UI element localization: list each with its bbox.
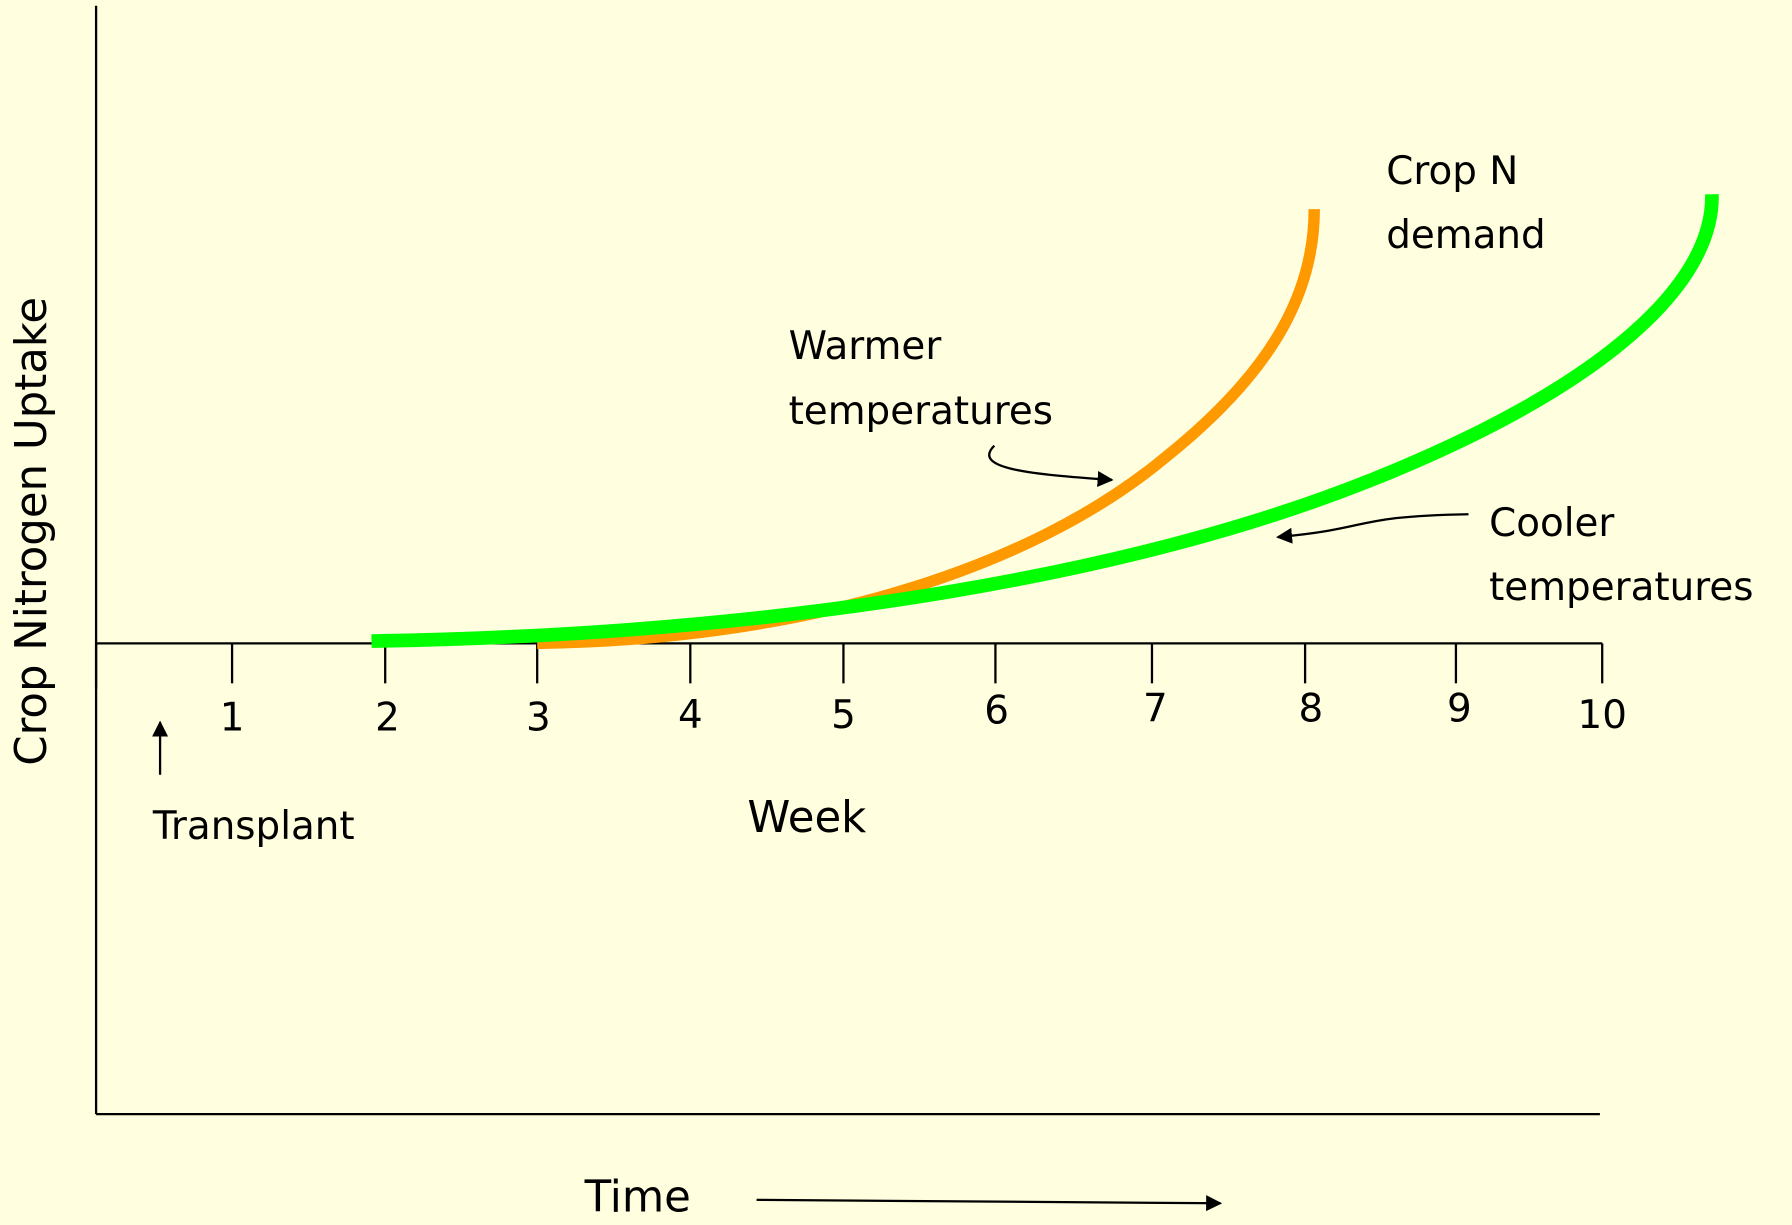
time-arrow bbox=[756, 1195, 1223, 1212]
annotation: Cooler bbox=[1489, 501, 1614, 546]
annotation: temperatures bbox=[789, 389, 1053, 434]
warmer-arrow bbox=[988, 444, 1114, 487]
tick-label: 3 bbox=[526, 695, 551, 740]
tick-label: 4 bbox=[678, 693, 703, 738]
annotation: Crop N bbox=[1386, 149, 1518, 194]
tick-label: 10 bbox=[1577, 693, 1626, 738]
annotation: temperatures bbox=[1489, 565, 1753, 610]
cooler-curve bbox=[371, 194, 1719, 648]
annotation: demand bbox=[1386, 213, 1545, 258]
tick-label: 1 bbox=[220, 695, 245, 740]
week-ticks: 1 2 3 4 5 6 7 8 9 10 bbox=[220, 643, 1627, 740]
tick-label: 7 bbox=[1143, 686, 1168, 731]
week-label: Week bbox=[747, 793, 867, 843]
tick-label: 5 bbox=[831, 693, 856, 738]
tick-label: 9 bbox=[1447, 686, 1472, 731]
tick-label: 2 bbox=[375, 695, 400, 740]
warmer-curve bbox=[537, 209, 1320, 650]
y-axis-label: Crop Nitrogen Uptake bbox=[7, 297, 57, 766]
tick-label: 6 bbox=[984, 689, 1009, 734]
transplant-label: Transplant bbox=[152, 804, 355, 849]
time-label: Time bbox=[584, 1172, 691, 1222]
tick-label: 8 bbox=[1298, 686, 1323, 731]
cooler-arrow bbox=[1276, 513, 1469, 544]
annotation: Warmer bbox=[789, 324, 942, 369]
